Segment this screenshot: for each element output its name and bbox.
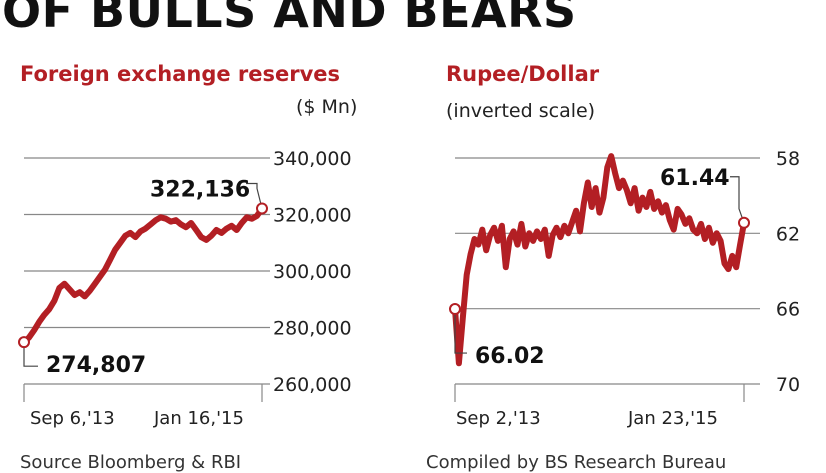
chart2-ytick-label: 70	[776, 374, 800, 396]
chart1-annotation-label: 322,136	[150, 177, 250, 202]
chart2-endpoint-marker	[449, 303, 461, 316]
chart1-ytick-label: 320,000	[273, 205, 352, 227]
chart1-ytick-label: 260,000	[273, 374, 352, 396]
chart2-title: Rupee/Dollar	[446, 62, 600, 86]
chart1-ytick-label: 340,000	[273, 148, 352, 170]
source-note: Source Bloomberg & RBI	[20, 452, 242, 473]
chart1-endpoint-marker	[18, 336, 30, 349]
chart1-endpoint-marker	[256, 202, 268, 215]
chart2-ytick-label: 62	[776, 223, 800, 245]
chart2-x-label: Jan 23,'15	[627, 408, 718, 429]
chart2-ytick-label: 66	[776, 299, 800, 321]
chart2-ytick-label: 58	[776, 148, 800, 170]
chart1-x-label: Jan 16,'15	[153, 408, 244, 429]
chart1-ytick-label: 300,000	[273, 261, 352, 283]
chart2-annotation-label: 61.44	[660, 166, 730, 191]
chart2-subtitle: (inverted scale)	[446, 100, 596, 122]
chart1-ytick-label: 280,000	[273, 318, 352, 340]
chart2-endpoint-marker	[738, 216, 750, 229]
headline: OF BULLS AND BEARS	[2, 0, 577, 38]
chart1-annotation-label: 274,807	[46, 353, 146, 378]
chart2-annotation-label: 66.02	[475, 344, 545, 369]
chart1-series-line	[21, 205, 265, 346]
chart2-annotation-leader	[730, 176, 745, 223]
chart2-series-line	[452, 153, 747, 367]
chart1-title: Foreign exchange reserves	[20, 62, 341, 86]
compiled-note: Compiled by BS Research Bureau	[426, 452, 727, 473]
chart1-unit: ($ Mn)	[296, 96, 358, 118]
chart1-x-label: Sep 6,'13	[30, 408, 115, 429]
chart2-x-label: Sep 2,'13	[456, 408, 541, 429]
chart1-annotation-leader	[246, 182, 263, 209]
